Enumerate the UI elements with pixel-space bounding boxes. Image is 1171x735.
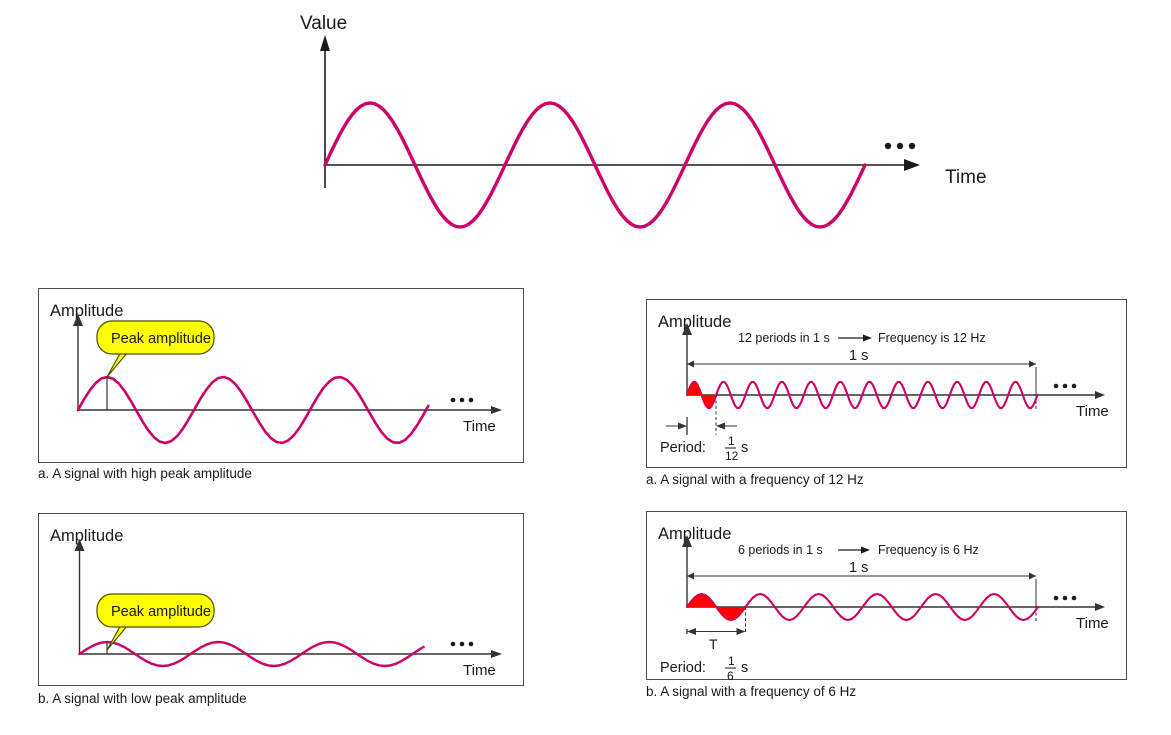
svg-text:Amplitude: Amplitude xyxy=(50,302,123,320)
svg-text:6 periods in 1 s: 6 periods in 1 s xyxy=(738,543,823,557)
svg-text:Time: Time xyxy=(463,662,496,679)
svg-text:T: T xyxy=(709,636,718,652)
svg-text:s: s xyxy=(741,440,748,456)
svg-text:12 periods in 1 s: 12 periods in 1 s xyxy=(738,331,830,345)
svg-text:6: 6 xyxy=(727,669,734,683)
svg-text:s: s xyxy=(741,660,748,676)
svg-text:Time: Time xyxy=(1076,403,1109,420)
svg-text:Frequency is 6 Hz: Frequency is 6 Hz xyxy=(878,543,979,557)
svg-text:Amplitude: Amplitude xyxy=(50,527,123,545)
svg-text:Period:: Period: xyxy=(660,660,706,676)
svg-text:1: 1 xyxy=(728,434,735,448)
svg-text:1 s: 1 s xyxy=(849,348,868,364)
svg-text:Period:: Period: xyxy=(660,440,706,456)
svg-text:12: 12 xyxy=(725,449,739,463)
svg-text:Time: Time xyxy=(1076,615,1109,632)
svg-text:Time: Time xyxy=(463,418,496,435)
svg-text:Amplitude: Amplitude xyxy=(658,313,731,331)
svg-text:Peak amplitude: Peak amplitude xyxy=(111,604,211,620)
svg-text:Peak amplitude: Peak amplitude xyxy=(111,331,211,347)
svg-text:Frequency is 12 Hz: Frequency is 12 Hz xyxy=(878,331,986,345)
svg-text:Time: Time xyxy=(945,167,987,188)
svg-text:Amplitude: Amplitude xyxy=(658,525,731,543)
svg-text:1: 1 xyxy=(728,654,735,668)
svg-text:1 s: 1 s xyxy=(849,560,868,576)
